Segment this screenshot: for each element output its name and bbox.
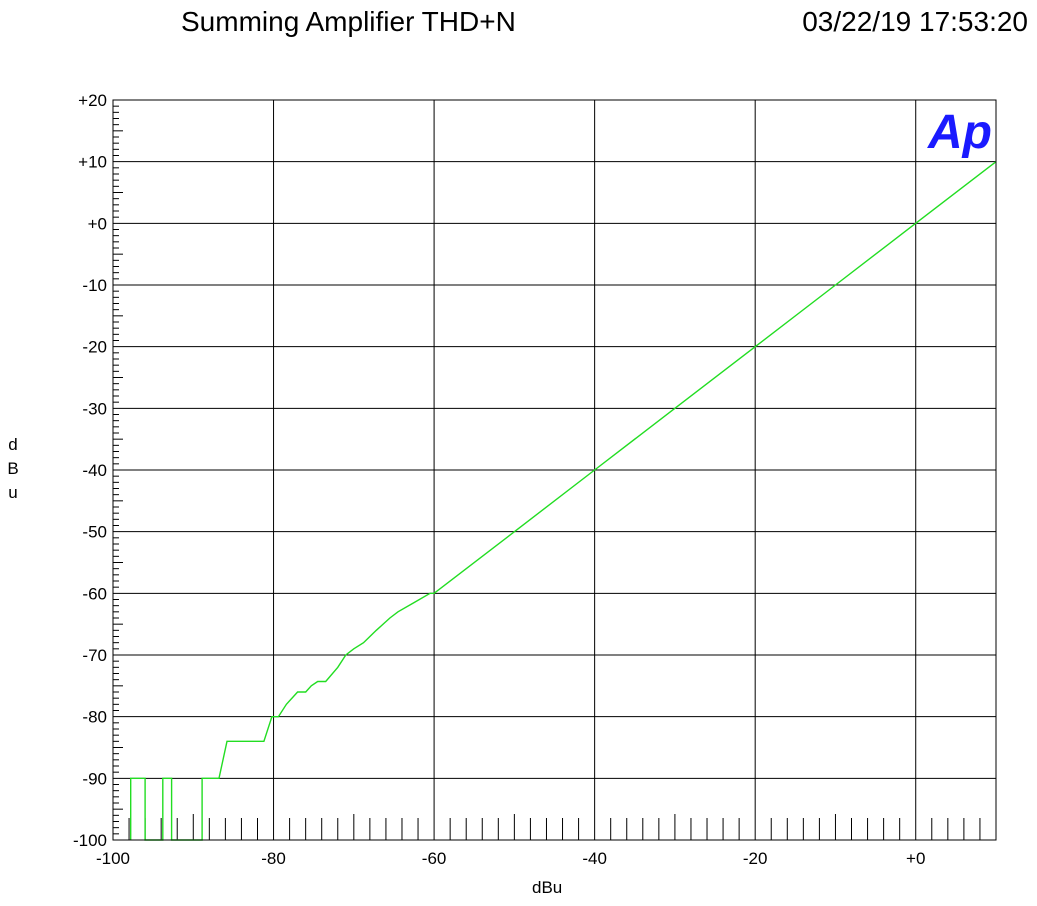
y-tick-label: -70 xyxy=(82,646,107,665)
y-tick-label: -10 xyxy=(82,276,107,295)
y-tick-label: -60 xyxy=(82,584,107,603)
timestamp: 03/22/19 17:53:20 xyxy=(802,6,1028,37)
x-tick-label: -20 xyxy=(743,849,768,868)
x-tick-label: -100 xyxy=(96,849,130,868)
chart-title: Summing Amplifier THD+N xyxy=(181,6,516,37)
x-tick-label: -60 xyxy=(422,849,447,868)
y-tick-label: -40 xyxy=(82,461,107,480)
y-tick-label: -80 xyxy=(82,708,107,727)
y-tick-label: +0 xyxy=(88,214,107,233)
x-tick-label: -80 xyxy=(261,849,286,868)
y-tick-label: -20 xyxy=(82,338,107,357)
y-tick-label: +10 xyxy=(78,153,107,172)
ap-logo: Ap xyxy=(927,106,992,159)
x-axis-label: dBu xyxy=(532,878,563,897)
x-tick-label: -40 xyxy=(582,849,607,868)
plot-frame xyxy=(112,99,997,841)
x-tick-label: +0 xyxy=(906,849,925,868)
y-tick-label: -30 xyxy=(82,399,107,418)
y-tick-label: -50 xyxy=(82,523,107,542)
series-line xyxy=(129,161,997,841)
y-tick-label: +20 xyxy=(78,91,107,110)
y-tick-label: -100 xyxy=(73,831,107,850)
y-tick-label: -90 xyxy=(82,769,107,788)
